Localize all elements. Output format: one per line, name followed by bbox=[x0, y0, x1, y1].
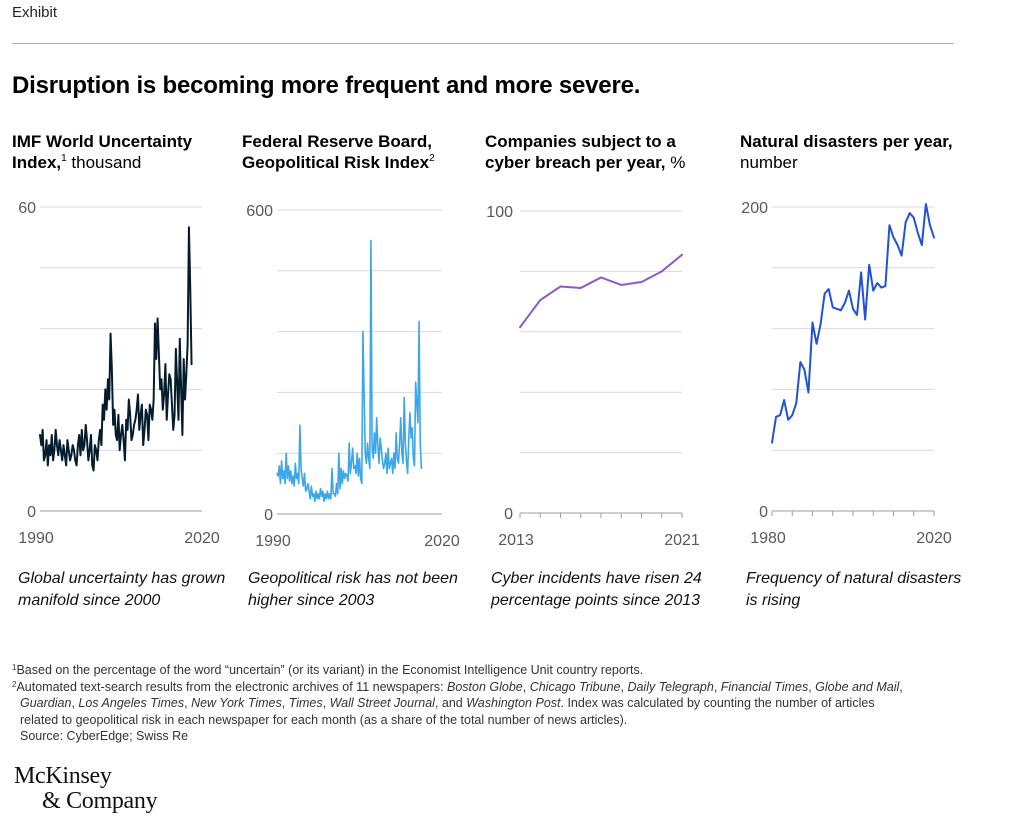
footnote-number: 2 bbox=[12, 679, 17, 689]
newspaper-name: New York Times bbox=[191, 696, 282, 710]
panel-title: IMF World Uncertainty Index,1 thousand bbox=[12, 131, 244, 173]
series-line bbox=[276, 239, 423, 503]
logo-line-2: & Company bbox=[42, 788, 158, 814]
y-tick-label: 0 bbox=[504, 506, 513, 523]
separator: , bbox=[899, 679, 903, 694]
panel-title: Federal Reserve Board, Geopolitical Risk… bbox=[242, 131, 474, 173]
separator: , bbox=[322, 696, 330, 710]
panel-title-unit: % bbox=[665, 153, 686, 172]
series-line bbox=[771, 202, 935, 444]
newspaper-name: Washington Post bbox=[466, 696, 561, 710]
newspaper-name: Globe and Mail bbox=[815, 679, 900, 694]
x-tick-label: 2020 bbox=[424, 533, 460, 550]
panel-caption: Geopolitical risk has not been higher si… bbox=[248, 570, 458, 609]
separator: , bbox=[713, 679, 721, 694]
separator: , bbox=[522, 679, 530, 694]
footnote-number: 1 bbox=[12, 663, 17, 672]
separator: , and bbox=[434, 696, 467, 710]
panel-caption: Cyber incidents have risen 24 percentage… bbox=[491, 570, 702, 609]
x-tick-label: 1990 bbox=[255, 533, 291, 550]
imf-uncertainty-chart: 0 60 1990 2020 bbox=[18, 200, 220, 547]
y-tick-label: 100 bbox=[486, 204, 513, 221]
panel-title-unit: number bbox=[740, 153, 798, 172]
chart-headline: Disruption is becoming more frequent and… bbox=[12, 72, 641, 99]
panel-title-bold: Federal Reserve Board, Geopolitical Risk… bbox=[242, 132, 432, 172]
y-tick-label: 600 bbox=[246, 203, 273, 220]
x-tick-label: 2021 bbox=[664, 532, 700, 549]
panel-title-bold: Natural disasters per year, bbox=[740, 132, 953, 151]
top-divider bbox=[12, 43, 954, 44]
footnote-text: related to geopolitical risk in each new… bbox=[20, 712, 628, 727]
newspaper-name: Daily Telegraph bbox=[627, 679, 714, 694]
logo-line-1: McKinsey bbox=[14, 763, 112, 789]
newspaper-name: Guardian bbox=[20, 696, 72, 710]
newspaper-name: Los Angeles Times bbox=[78, 696, 185, 710]
exhibit-label: Exhibit bbox=[12, 4, 58, 21]
newspaper-name: Chicago Tribune bbox=[529, 679, 621, 694]
panel-caption: Frequency of natural disasters is rising bbox=[746, 570, 962, 609]
panel-geopolitical-risk: Federal Reserve Board, Geopolitical Risk… bbox=[242, 131, 474, 611]
separator: , bbox=[184, 696, 192, 710]
separator: , bbox=[620, 679, 628, 694]
footnote-2-cont: Guardian, Los Angeles Times, New York Ti… bbox=[12, 695, 962, 712]
source-line: Source: CyberEdge; Swiss Re bbox=[20, 729, 189, 743]
x-tick-label: 2020 bbox=[184, 530, 220, 547]
x-tick-label: 2020 bbox=[916, 530, 952, 547]
panel-title-bold: IMF World Uncertainty Index, bbox=[12, 132, 193, 172]
y-tick-label: 60 bbox=[18, 200, 36, 217]
geopolitical-risk-chart: 0 600 1990 2020 bbox=[246, 203, 460, 550]
y-tick-label: 0 bbox=[264, 507, 273, 524]
cyber-breach-chart: 0 100 2013 2021 bbox=[486, 204, 700, 549]
footnote-ref: 2 bbox=[429, 153, 435, 164]
panel-natural-disasters: Natural disasters per year, number 0 200 1… bbox=[740, 131, 972, 611]
x-tick-label: 2013 bbox=[498, 532, 534, 549]
panel-title: Natural disasters per year, number bbox=[740, 131, 972, 173]
panel-imf-uncertainty: IMF World Uncertainty Index,1 thousand 0… bbox=[12, 131, 244, 611]
footnote-text: . Index was calculated by counting the n… bbox=[560, 696, 875, 710]
footnote-text: Based on the percentage of the word “unc… bbox=[16, 663, 644, 677]
y-tick-label: 200 bbox=[741, 200, 768, 217]
panel-caption: Global uncertainty has grown manifold si… bbox=[18, 570, 226, 609]
newspaper-name: Wall Street Journal bbox=[329, 696, 435, 710]
panel-cyber-breach: Companies subject to a cyber breach per … bbox=[485, 131, 717, 611]
newspaper-name: Times bbox=[288, 696, 323, 710]
y-tick-label: 0 bbox=[27, 504, 36, 521]
footnote-1: 1Based on the percentage of the word “un… bbox=[12, 662, 962, 679]
footnotes: 1Based on the percentage of the word “un… bbox=[12, 662, 962, 745]
x-tick-label: 1990 bbox=[18, 530, 54, 547]
series-line bbox=[519, 253, 683, 329]
footnote-2: 2Automated text-search results from the … bbox=[12, 679, 962, 696]
natural-disasters-chart: 0 200 1980 2020 bbox=[741, 200, 952, 547]
footnote-text: Automated text-search results from the e… bbox=[16, 679, 447, 694]
separator: , bbox=[71, 696, 79, 710]
separator: , bbox=[808, 679, 816, 694]
series-line bbox=[39, 226, 193, 472]
footnote-ref: 1 bbox=[61, 153, 67, 164]
newspaper-name: Financial Times bbox=[720, 679, 809, 694]
mckinsey-logo: McKinsey & Company bbox=[14, 763, 158, 814]
panel-title-unit: thousand bbox=[66, 153, 142, 172]
panel-title-bold: Companies subject to a cyber breach per … bbox=[485, 132, 676, 172]
x-tick-label: 1980 bbox=[750, 530, 786, 547]
y-tick-label: 0 bbox=[759, 504, 768, 521]
panel-title: Companies subject to a cyber breach per … bbox=[485, 131, 717, 173]
separator: , bbox=[281, 696, 289, 710]
newspaper-name: Boston Globe bbox=[446, 679, 523, 694]
footnote-2-cont: related to geopolitical risk in each new… bbox=[12, 712, 962, 729]
